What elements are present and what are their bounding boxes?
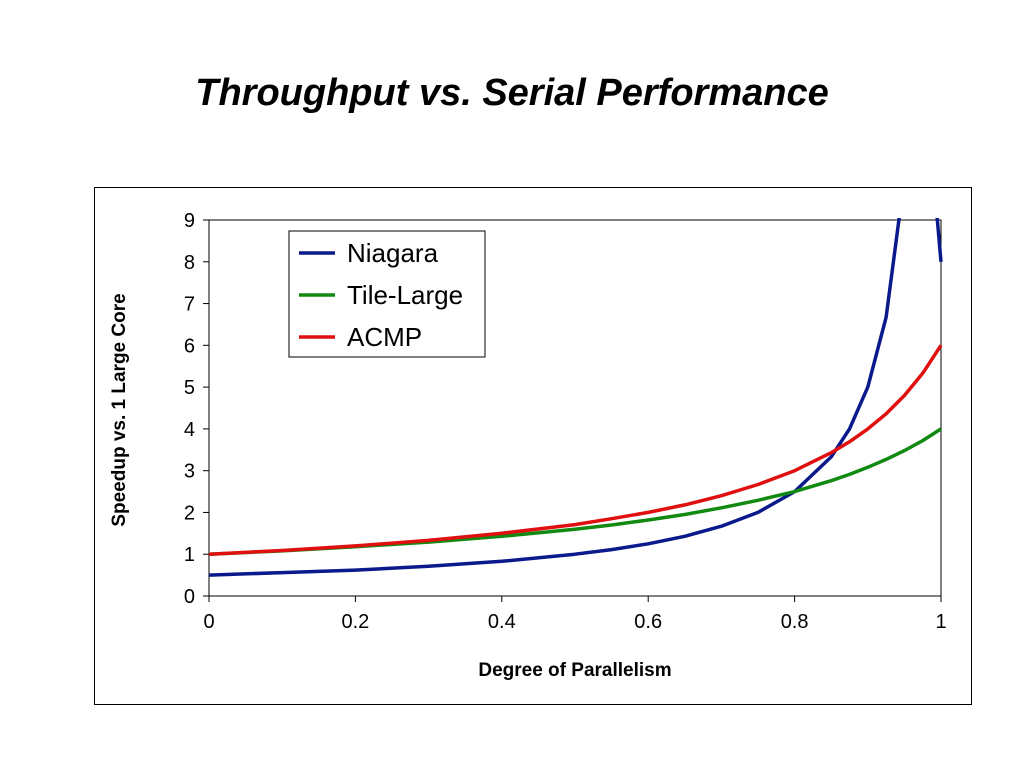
y-tick-label: 4 (184, 419, 195, 441)
series-line-acmp (208, 344, 943, 556)
x-tick-label: 0.8 (781, 611, 809, 633)
plot-area (208, 219, 942, 597)
y-tick-label: 0 (184, 586, 195, 608)
x-tick-label: 0.6 (634, 611, 662, 633)
slide-title: Throughput vs. Serial Performance (195, 72, 829, 114)
line-chart: 0 1 2 3 4 5 6 7 8 9 0 0.2 0.4 0.6 0.8 1 Degree of Parall… (109, 210, 947, 681)
y-tick-label: 8 (184, 252, 195, 274)
x-tick-label: 1 (935, 611, 946, 633)
legend-label: ACMP (347, 322, 422, 352)
y-tick-label: 9 (184, 210, 195, 232)
x-axis-title: Degree of Parallelism (478, 660, 671, 681)
series-line-niagara (208, 218, 943, 577)
chart-frame: 0 1 2 3 4 5 6 7 8 9 0 0.2 0.4 0.6 0.8 1 Degree of Parall… (94, 187, 972, 705)
y-tick-label: 7 (184, 294, 195, 316)
x-tick-label: 0 (203, 611, 214, 633)
x-tick-label: 0.4 (488, 611, 516, 633)
y-tick-label: 5 (184, 377, 195, 399)
x-tick-label: 0.2 (341, 611, 369, 633)
y-tick-label: 3 (184, 461, 195, 483)
series-line-tile-large (208, 427, 942, 556)
y-tick-label: 2 (184, 502, 195, 524)
legend-label: Niagara (347, 238, 439, 268)
legend-label: Tile-Large (347, 280, 463, 310)
y-tick-label: 1 (184, 544, 195, 566)
y-axis-title: Speedup vs. 1 Large Core (109, 293, 130, 526)
y-tick-label: 6 (184, 335, 195, 357)
